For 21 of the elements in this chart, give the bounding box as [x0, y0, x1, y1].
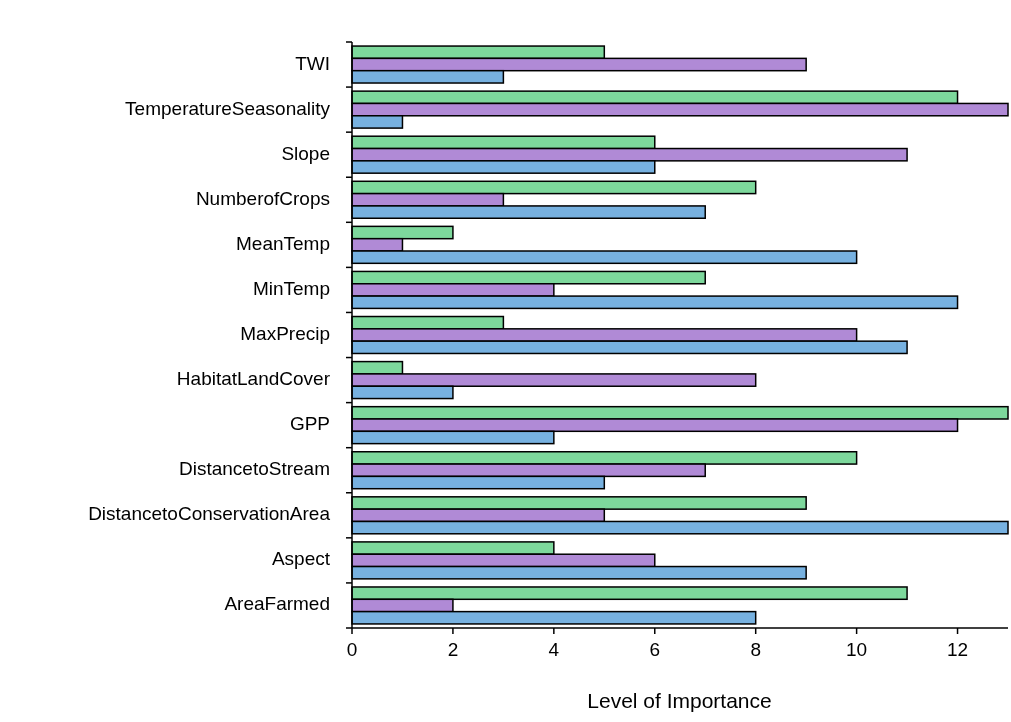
- x-tick-label: 6: [649, 639, 661, 660]
- y-tick-label: MeanTemp: [236, 232, 330, 254]
- y-tick-label: TemperatureSeasonality: [125, 97, 331, 119]
- x-tick-label: 8: [750, 639, 761, 660]
- x-tick-label: 0: [346, 639, 358, 660]
- y-tick-label: TWI: [295, 52, 330, 74]
- y-tick-label: HabitatLandCover: [176, 368, 331, 390]
- y-tick-label: Aspect: [271, 548, 331, 570]
- x-tick-label: 12: [946, 639, 969, 660]
- y-tick-label: GPP: [289, 413, 330, 435]
- y-tick-label: AreaFarmed: [224, 593, 330, 615]
- y-tick-label: MinTemp: [252, 277, 330, 299]
- y-tick-label: DistancetoStream: [178, 458, 330, 480]
- y-tick-label: MaxPrecip: [240, 323, 330, 345]
- y-tick-label: NumberofCrops: [195, 187, 330, 209]
- y-tick-label: DistancetoConservationArea: [88, 503, 331, 525]
- y-tick-label: Slope: [281, 142, 330, 164]
- x-axis-title: Level of Importance: [587, 689, 772, 712]
- x-tick-label: 4: [548, 639, 560, 660]
- x-tick-label: 2: [447, 639, 459, 660]
- x-tick-label: 10: [846, 639, 868, 660]
